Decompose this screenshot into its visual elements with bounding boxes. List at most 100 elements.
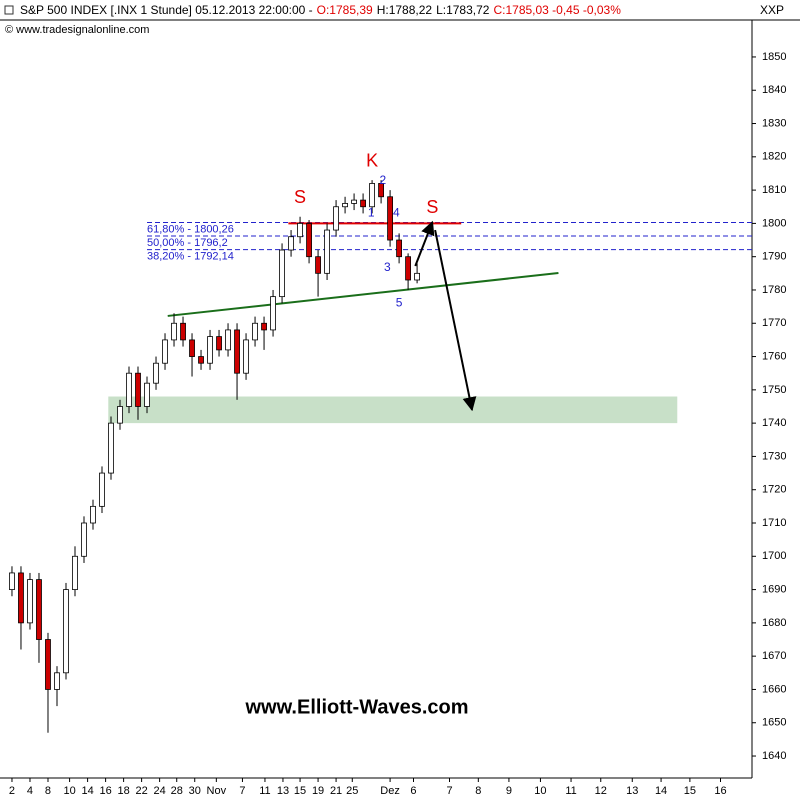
x-tick-label: 8 — [45, 785, 51, 797]
y-tick-label: 1650 — [762, 717, 786, 729]
arrow — [414, 220, 435, 267]
x-tick-label: 18 — [117, 785, 129, 797]
y-tick-label: 1690 — [762, 583, 786, 595]
candle-body — [63, 589, 69, 674]
x-tick-label: 2 — [9, 785, 15, 797]
candle-body — [18, 572, 24, 624]
x-tick-label: 30 — [189, 785, 201, 797]
icon — [4, 5, 14, 15]
symbol: XXP — [760, 3, 784, 17]
candle-body — [360, 199, 366, 208]
wave-label: 5 — [396, 295, 403, 309]
y-tick-label: 1680 — [762, 617, 786, 629]
fib-label: 61,80% - 1800,26 — [147, 223, 234, 235]
wave-label: 1 — [368, 206, 375, 220]
y-tick-label: 1830 — [762, 117, 786, 129]
candle-body — [252, 322, 258, 341]
y-tick-label: 1800 — [762, 217, 786, 229]
candle-body — [198, 356, 204, 364]
x-tick-label: 19 — [312, 785, 324, 797]
candle-body — [315, 256, 321, 274]
candle-body — [306, 222, 312, 258]
candle-body — [180, 322, 186, 341]
candle-body — [342, 203, 348, 208]
header-part: O:1785,39 — [317, 3, 373, 17]
x-tick-label: 10 — [534, 785, 546, 797]
x-tick-label: 7 — [446, 785, 452, 797]
wave-label: 4 — [393, 206, 400, 220]
y-tick-label: 1780 — [762, 284, 786, 296]
candle-body — [261, 322, 267, 331]
x-tick-label: 22 — [135, 785, 147, 797]
candle-body — [207, 336, 213, 364]
candle-body — [288, 236, 294, 251]
candle-body — [216, 336, 222, 351]
candle-body — [225, 329, 231, 351]
candle-body — [27, 579, 33, 624]
candle-body — [405, 256, 411, 281]
y-tick-label: 1770 — [762, 317, 786, 329]
y-tick-label: 1840 — [762, 84, 786, 96]
y-tick-label: 1700 — [762, 550, 786, 562]
y-tick-label: 1740 — [762, 417, 786, 429]
candle-body — [279, 249, 285, 298]
candle-body — [333, 206, 339, 231]
candle-body — [171, 322, 177, 341]
x-tick-label: 13 — [626, 785, 638, 797]
x-tick-label: 16 — [714, 785, 726, 797]
y-tick-label: 1820 — [762, 151, 786, 163]
candle-body — [45, 639, 51, 690]
wave-label: 2 — [380, 173, 387, 187]
x-tick-label: 13 — [277, 785, 289, 797]
fib-label: 38,20% - 1792,14 — [147, 250, 234, 262]
candle-body — [36, 579, 42, 640]
y-tick-label: 1660 — [762, 683, 786, 695]
wave-label: S — [426, 197, 438, 217]
candle-body — [108, 422, 114, 474]
x-tick-label: 7 — [239, 785, 245, 797]
y-tick-label: 1710 — [762, 517, 786, 529]
candle-body — [396, 239, 402, 258]
candle-body — [270, 296, 276, 331]
y-tick-label: 1720 — [762, 484, 786, 496]
wave-label: K — [366, 151, 378, 171]
x-tick-label: 25 — [346, 785, 358, 797]
candle-body — [162, 339, 168, 364]
watermark: www.Elliott-Waves.com — [245, 696, 469, 718]
arrow — [434, 229, 477, 412]
y-tick-label: 1670 — [762, 650, 786, 662]
header-part: H:1788,22 — [377, 3, 433, 17]
candle-body — [153, 362, 159, 384]
wave-label: S — [294, 187, 306, 207]
y-tick-label: 1810 — [762, 184, 786, 196]
candle-body — [378, 183, 384, 198]
candle-body — [99, 472, 105, 507]
candle-body — [9, 572, 15, 590]
wave-label: 3 — [384, 260, 391, 274]
candle-body — [243, 339, 249, 374]
copyright: © www.tradesignalonline.com — [5, 24, 149, 36]
candle-body — [117, 406, 123, 424]
x-tick-label: 11 — [565, 785, 576, 797]
candle-body — [126, 372, 132, 407]
candle-body — [81, 522, 87, 557]
candle-body — [387, 196, 393, 241]
x-tick-label: 15 — [684, 785, 696, 797]
candle-body — [234, 329, 240, 374]
x-tick-label: 28 — [171, 785, 183, 797]
candle-body — [324, 229, 330, 274]
x-tick-label: 9 — [506, 785, 512, 797]
header-part: S&P 500 INDEX [.INX 1 Stunde] 05.12.2013… — [20, 3, 313, 17]
candle-body — [72, 555, 78, 590]
trend-line — [167, 272, 559, 317]
y-tick-label: 1730 — [762, 450, 786, 462]
candle-body — [189, 339, 195, 357]
candle-body — [135, 372, 141, 407]
y-tick-label: 1760 — [762, 350, 786, 362]
chart-header: S&P 500 INDEX [.INX 1 Stunde] 05.12.2013… — [20, 3, 621, 17]
target-zone — [108, 396, 678, 424]
candle-body — [90, 505, 96, 524]
x-tick-label: 11 — [259, 785, 270, 797]
x-tick-label: 6 — [410, 785, 416, 797]
